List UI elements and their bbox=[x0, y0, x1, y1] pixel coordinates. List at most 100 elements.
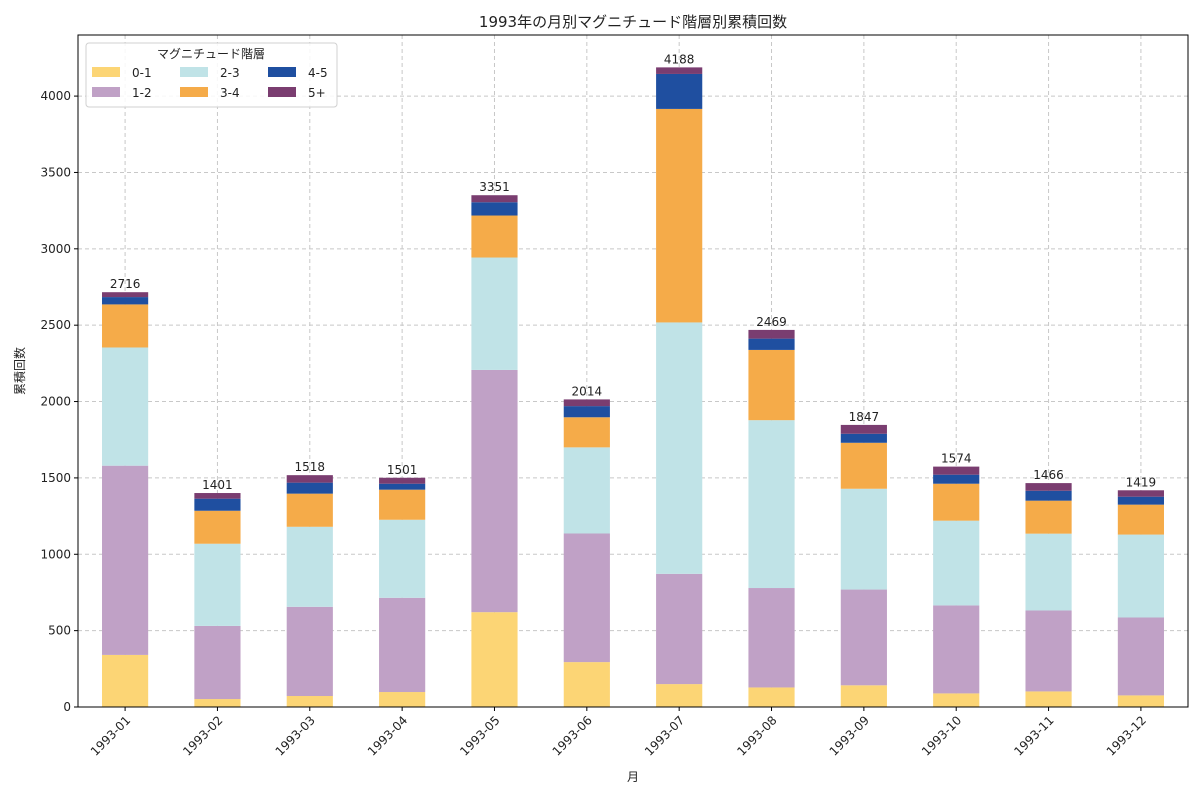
plot-frame bbox=[77, 34, 1189, 708]
bar-segment-4-5 bbox=[1025, 490, 1072, 501]
bar-segment-1-2 bbox=[748, 588, 795, 688]
bar-segment-1-2 bbox=[656, 573, 703, 685]
total-label: 2014 bbox=[572, 384, 603, 398]
bar-segment-0-1 bbox=[1025, 691, 1072, 707]
legend-label: 3-4 bbox=[220, 86, 240, 100]
bar-segment-0-1 bbox=[194, 699, 241, 707]
legend-label: 5+ bbox=[308, 86, 326, 100]
bar-segment-1-2 bbox=[194, 625, 241, 700]
bar-segment-0-1 bbox=[840, 685, 887, 707]
x-tick-label: 1993-07 bbox=[642, 713, 687, 758]
bar-segment-5+ bbox=[286, 475, 333, 483]
total-labels: 2716 1401 1518 1501 3351 2014 4188 2469 1847 1574… bbox=[110, 52, 1156, 492]
bar-segment-3-4 bbox=[656, 108, 703, 323]
x-tick-label: 1993-09 bbox=[827, 713, 872, 758]
x-tick-label: 1993-11 bbox=[1011, 713, 1056, 758]
total-label: 2469 bbox=[756, 315, 787, 329]
bar-segment-3-4 bbox=[933, 483, 980, 521]
bar-segment-5+ bbox=[471, 195, 518, 203]
bar-segment-5+ bbox=[1117, 490, 1164, 497]
bar-segment-1-2 bbox=[840, 589, 887, 686]
bar-segment-0-1 bbox=[1117, 695, 1164, 707]
bar-segment-4-5 bbox=[379, 483, 426, 490]
bar-segment-5+ bbox=[102, 292, 149, 298]
x-tick-label: 1993-04 bbox=[365, 713, 410, 758]
bar-segment-1-2 bbox=[1117, 617, 1164, 696]
legend-title: マグニチュード階層 bbox=[157, 46, 265, 61]
x-tick-label: 1993-06 bbox=[550, 713, 595, 758]
y-tick-label: 2500 bbox=[40, 318, 71, 332]
y-tick-label: 1000 bbox=[40, 547, 71, 561]
bar-segment-2-3 bbox=[286, 526, 333, 607]
bar-segment-3-4 bbox=[286, 493, 333, 527]
total-label: 1401 bbox=[202, 478, 233, 492]
bar-segment-1-2 bbox=[563, 533, 610, 663]
bar-segment-1-2 bbox=[286, 606, 333, 697]
bar-segment-0-1 bbox=[379, 692, 426, 707]
bar-segment-2-3 bbox=[1025, 533, 1072, 611]
y-tick-label: 3500 bbox=[40, 165, 71, 179]
bar-segment-4-5 bbox=[656, 73, 703, 109]
bar-segment-4-5 bbox=[840, 433, 887, 443]
y-tick-label: 4000 bbox=[40, 89, 71, 103]
bar-segment-2-3 bbox=[194, 543, 241, 626]
x-tick-label: 1993-12 bbox=[1104, 713, 1149, 758]
bar-segment-3-4 bbox=[471, 215, 518, 258]
bar-segment-4-5 bbox=[194, 498, 241, 511]
bar-segment-3-4 bbox=[1117, 504, 1164, 535]
bar-segment-5+ bbox=[840, 424, 887, 434]
bar-segment-5+ bbox=[563, 399, 610, 407]
bar-segment-4-5 bbox=[748, 338, 795, 350]
legend-swatch-3-4 bbox=[180, 87, 208, 97]
y-tick-label: 1500 bbox=[40, 471, 71, 485]
bar-segment-3-4 bbox=[748, 349, 795, 421]
y-tick-label: 500 bbox=[48, 624, 71, 638]
bar-segment-0-1 bbox=[656, 684, 703, 707]
total-label: 2716 bbox=[110, 277, 141, 291]
bar-segment-1-2 bbox=[102, 465, 149, 655]
bar-segment-0-1 bbox=[286, 696, 333, 707]
x-tick-label: 1993-01 bbox=[88, 713, 133, 758]
legend-label: 4-5 bbox=[308, 66, 328, 80]
total-label: 1847 bbox=[849, 410, 880, 424]
y-tick-label: 0 bbox=[63, 700, 71, 714]
legend-swatch-5+ bbox=[268, 87, 296, 97]
legend-swatch-1-2 bbox=[92, 87, 120, 97]
x-axis-label: 月 bbox=[627, 770, 639, 784]
bar-segment-4-5 bbox=[471, 202, 518, 216]
bar-segment-2-3 bbox=[840, 488, 887, 590]
bar-segment-4-5 bbox=[286, 482, 333, 494]
legend-swatch-2-3 bbox=[180, 67, 208, 77]
bar-segment-4-5 bbox=[563, 406, 610, 418]
bar-segment-3-4 bbox=[102, 304, 149, 348]
bar-segment-4-5 bbox=[102, 297, 149, 305]
legend-label: 0-1 bbox=[132, 66, 152, 80]
bar-segment-1-2 bbox=[379, 597, 426, 693]
x-tick-label: 1993-05 bbox=[457, 713, 502, 758]
bar-segment-3-4 bbox=[194, 510, 241, 544]
x-tick-label: 1993-02 bbox=[180, 713, 225, 758]
bar-segment-4-5 bbox=[1117, 496, 1164, 505]
bar-segment-0-1 bbox=[563, 662, 610, 707]
total-label: 1518 bbox=[295, 460, 326, 474]
legend-label: 1-2 bbox=[132, 86, 152, 100]
bar-segment-2-3 bbox=[471, 257, 518, 370]
bar-segment-5+ bbox=[194, 493, 241, 499]
bar-segment-5+ bbox=[656, 67, 703, 74]
y-axis-label: 累積回数 bbox=[12, 347, 27, 395]
bar-segment-3-4 bbox=[379, 489, 426, 520]
grid bbox=[78, 35, 1188, 708]
bar-segment-0-1 bbox=[471, 612, 518, 707]
bar-segment-1-2 bbox=[471, 369, 518, 613]
total-label: 3351 bbox=[479, 180, 510, 194]
bar-segment-0-1 bbox=[748, 687, 795, 707]
bar-segment-3-4 bbox=[840, 442, 887, 489]
y-tick-label: 3000 bbox=[40, 242, 71, 256]
total-label: 1501 bbox=[387, 463, 418, 477]
bar-segment-0-1 bbox=[933, 693, 980, 707]
bar-segment-5+ bbox=[379, 477, 426, 484]
bar-segment-3-4 bbox=[563, 417, 610, 448]
legend-label: 2-3 bbox=[220, 66, 240, 80]
bar-segment-2-3 bbox=[563, 447, 610, 534]
